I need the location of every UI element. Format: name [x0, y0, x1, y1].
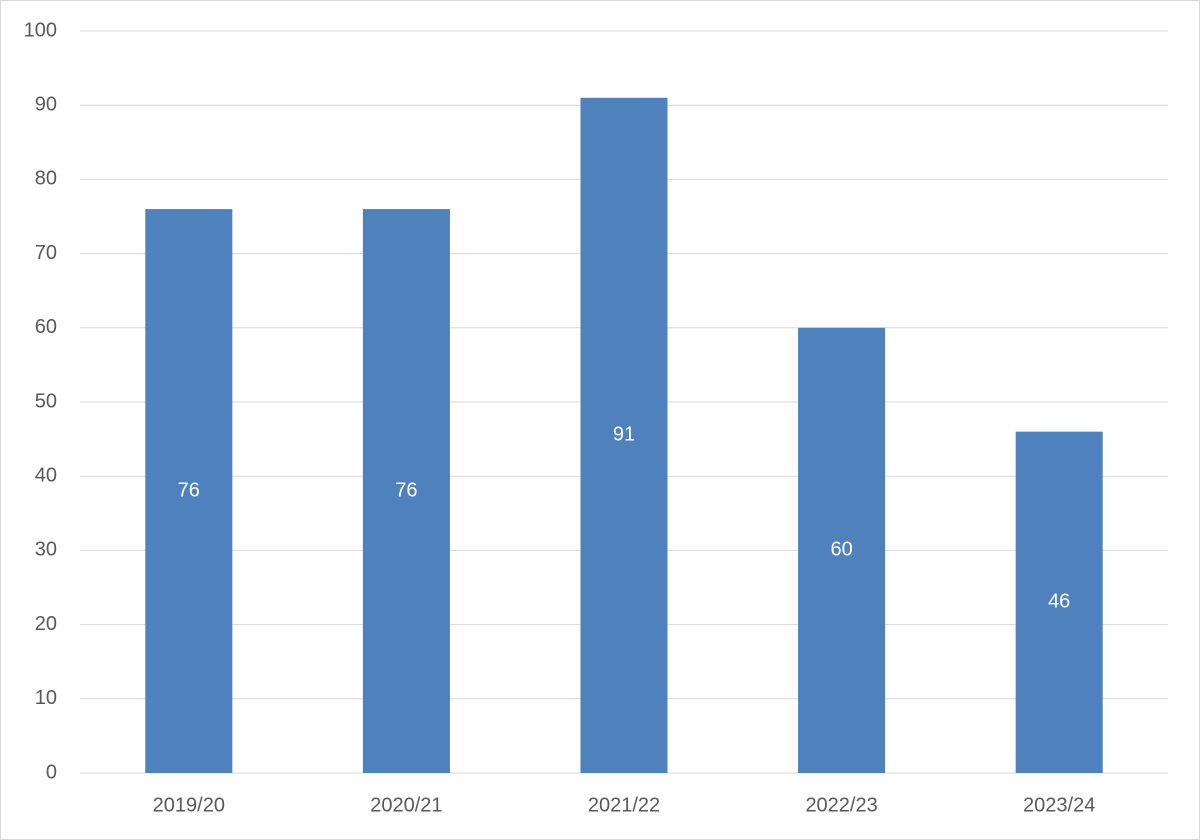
y-tick-label: 70 [35, 242, 57, 264]
y-tick-label: 90 [35, 93, 57, 115]
y-tick-label: 20 [35, 613, 57, 635]
y-tick-label: 100 [24, 19, 57, 41]
bar [1015, 431, 1103, 773]
y-tick-label: 50 [35, 390, 57, 412]
y-tick-label: 60 [35, 316, 57, 338]
x-tick-label: 2021/22 [588, 794, 660, 816]
value-label: 76 [178, 479, 200, 501]
value-label: 46 [1048, 591, 1070, 613]
bar [580, 97, 668, 773]
y-tick-label: 80 [35, 168, 57, 190]
y-tick-label: 30 [35, 539, 57, 561]
x-tick-label: 2022/23 [805, 794, 877, 816]
value-label: 60 [830, 539, 852, 561]
bar [798, 327, 886, 773]
bar [145, 209, 233, 773]
y-tick-label: 10 [35, 687, 57, 709]
y-tick-label: 0 [46, 761, 57, 783]
value-label: 76 [395, 479, 417, 501]
x-tick-label: 2019/20 [153, 794, 225, 816]
y-tick-label: 40 [35, 464, 57, 486]
value-label: 91 [613, 424, 635, 446]
bar [362, 209, 450, 773]
x-tick-label: 2023/24 [1023, 794, 1095, 816]
x-tick-label: 2020/21 [370, 794, 442, 816]
